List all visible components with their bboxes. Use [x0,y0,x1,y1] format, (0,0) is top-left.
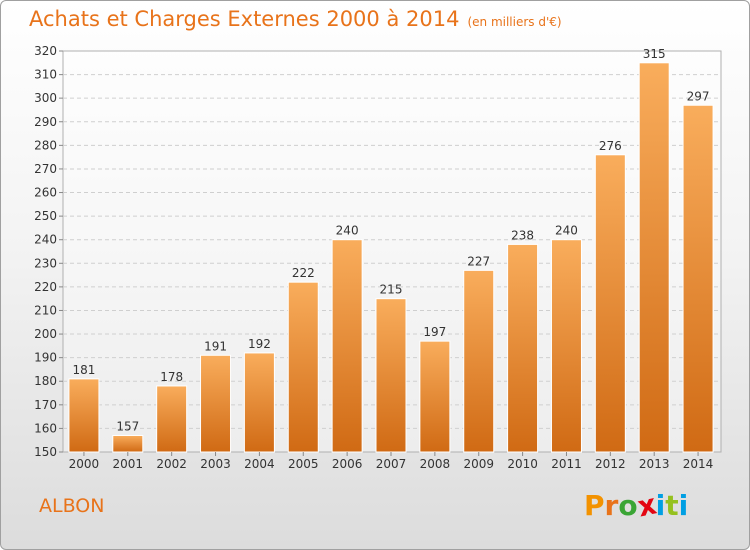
bar [463,269,495,453]
bar [638,62,670,453]
logo-letter: P [584,489,605,522]
y-tick-label: 250 [34,209,57,223]
bar-value-label: 222 [292,266,315,280]
bar [287,281,319,453]
bar-value-label: 227 [467,254,490,268]
x-axis: 2000 2001 2002 2003 2004 2005 2006 2007 2008 2009… [69,452,714,471]
bar [507,243,539,453]
y-tick-label: 290 [34,115,57,129]
x-tick-label: 2014 [683,457,714,471]
bar [375,298,407,453]
y-tick-label: 170 [34,398,57,412]
x-tick-label: 2006 [332,457,363,471]
bar [550,239,582,453]
bar [331,239,363,453]
y-tick-label: 240 [34,233,57,247]
logo-letter: i [678,489,689,522]
logo-letter: r [604,489,619,522]
bar [682,104,714,453]
bar-value-label: 276 [599,139,622,153]
bar-value-label: 178 [160,370,183,384]
x-tick-label: 2001 [113,457,144,471]
chart-subtitle: (en milliers d'€) [467,15,562,29]
bar [112,434,144,453]
bar-value-label: 215 [380,283,403,297]
commune-name: ALBON [39,495,105,517]
bar [243,352,275,453]
y-tick-label: 310 [34,68,57,82]
y-tick-label: 280 [34,138,57,152]
logo-letter: o [618,489,638,522]
y-tick-label: 300 [34,91,57,105]
bar-value-label: 240 [336,224,359,238]
bar-value-label: 297 [687,89,710,103]
y-axis: 150 160 170 180 190 200 210 220 230 240 250 260 270 2… [34,44,63,459]
x-tick-label: 2003 [200,457,231,471]
bars: 181 157 178 191 192 222 240 215 197 227 238 240 276 3… [68,47,714,453]
bar-value-label: 240 [555,224,578,238]
y-tick-label: 180 [34,374,57,388]
y-tick-label: 210 [34,303,57,317]
x-tick-label: 2013 [639,457,670,471]
y-tick-label: 200 [34,327,57,341]
bar [156,385,188,453]
y-tick-label: 220 [34,280,57,294]
title-text: Achats et Charges Externes 2000 à 2014 [29,7,460,31]
y-tick-label: 270 [34,162,57,176]
x-tick-label: 2004 [244,457,275,471]
logo-letter: t [665,489,679,522]
x-tick-label: 2002 [156,457,187,471]
bar-value-label: 192 [248,337,271,351]
y-tick-label: 150 [34,445,57,459]
chart-title: Achats et Charges Externes 2000 à 2014 (e… [29,7,562,31]
y-tick-label: 190 [34,351,57,365]
x-tick-label: 2012 [595,457,626,471]
bar-value-label: 191 [204,339,227,353]
bar [68,378,100,453]
x-tick-label: 2007 [376,457,407,471]
bar [419,340,451,453]
bar-value-label: 197 [423,325,446,339]
bar-value-label: 238 [511,228,534,242]
x-tick-label: 2008 [420,457,451,471]
logo-letter: i [655,489,666,522]
proxiti-logo: Proxiti [584,487,689,523]
x-tick-label: 2011 [551,457,582,471]
bar-value-label: 181 [72,363,95,377]
bar [200,354,232,453]
y-tick-label: 230 [34,256,57,270]
x-tick-label: 2009 [463,457,494,471]
y-tick-label: 160 [34,421,57,435]
bar-value-label: 157 [116,419,139,433]
y-tick-label: 260 [34,186,57,200]
x-tick-label: 2000 [69,457,100,471]
bar-value-label: 315 [643,47,666,61]
bar [594,154,626,453]
x-tick-label: 2010 [507,457,538,471]
y-tick-label: 320 [34,44,57,58]
x-tick-label: 2005 [288,457,319,471]
